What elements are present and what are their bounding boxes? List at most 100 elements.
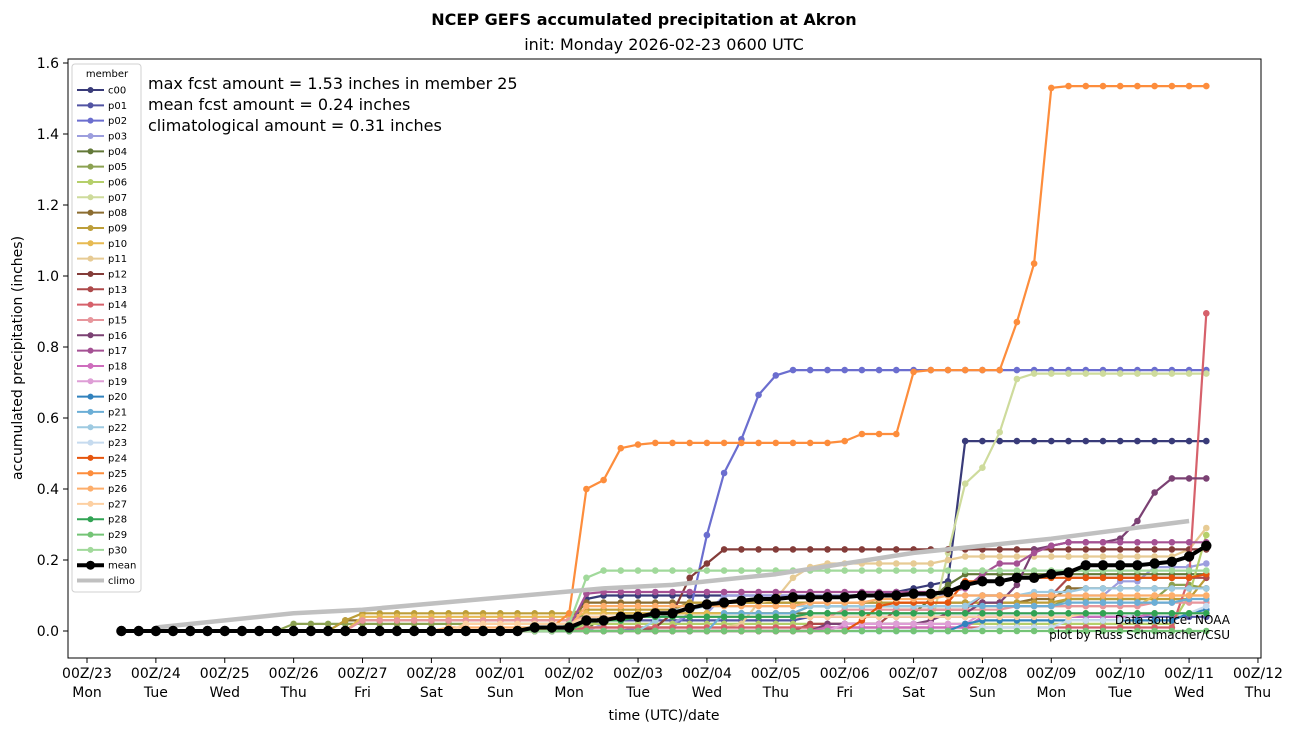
data-point-p12 — [1082, 546, 1090, 553]
data-point-p17 — [1082, 539, 1090, 546]
legend-marker — [87, 408, 94, 415]
data-point-mean — [167, 625, 179, 637]
data-point-p29 — [824, 627, 831, 635]
data-point-p25 — [789, 439, 797, 447]
data-point-mean — [495, 625, 506, 637]
data-point-p17 — [1013, 560, 1021, 567]
legend-marker — [87, 87, 94, 93]
data-point-p21 — [979, 602, 986, 610]
data-point-p29 — [1065, 627, 1072, 635]
data-point-mean — [581, 615, 592, 626]
data-point-mean — [409, 625, 420, 637]
data-point-p21 — [996, 602, 1003, 610]
legend-marker — [87, 316, 94, 323]
data-point-p11 — [961, 553, 969, 560]
x-tick-label-time: 00Z/06 — [820, 666, 870, 682]
data-point-p25 — [1099, 82, 1107, 90]
legend-item-p24: p24 — [77, 453, 127, 464]
x-tick-label-day: Thu — [1244, 685, 1271, 701]
data-point-p25 — [996, 366, 1003, 374]
series-line-climo — [155, 518, 1190, 630]
data-point-p28 — [789, 613, 797, 621]
y-tick-label: 1.6 — [37, 56, 59, 72]
data-point-p12 — [703, 560, 711, 567]
data-point-p12 — [824, 546, 831, 553]
data-point-p14 — [1203, 310, 1210, 317]
data-point-p25 — [1168, 82, 1176, 90]
x-tick-label-day: Mon — [1037, 685, 1067, 701]
data-point-p26 — [1134, 592, 1141, 599]
data-point-p28 — [1013, 610, 1021, 617]
data-point-p25 — [600, 476, 607, 484]
series-mean — [116, 540, 1212, 637]
data-point-p28 — [738, 613, 745, 621]
x-tick-label-day: Tue — [625, 685, 650, 701]
x-tick-label-time: 00Z/25 — [200, 666, 250, 682]
data-point-p28 — [824, 610, 831, 617]
data-point-p26 — [789, 602, 797, 610]
data-point-c00 — [1134, 437, 1141, 445]
legend-item-climo: climo — [77, 576, 135, 587]
data-point-p27 — [514, 620, 521, 628]
data-point-p25 — [652, 439, 659, 447]
data-point-mean — [822, 592, 833, 603]
data-point-p29 — [1134, 627, 1141, 635]
data-point-p17 — [738, 588, 745, 596]
legend-item-p08: p08 — [77, 208, 127, 219]
data-point-p26 — [583, 602, 590, 610]
data-point-mean — [891, 590, 902, 601]
y-tick-label: 0.0 — [37, 624, 59, 640]
data-point-p26 — [1151, 592, 1158, 599]
data-point-p21 — [1151, 599, 1158, 606]
data-point-mean — [529, 622, 540, 633]
data-point-mean — [202, 625, 213, 637]
data-point-p07 — [1082, 370, 1090, 377]
data-point-p05 — [290, 620, 297, 628]
data-point-mean — [736, 595, 747, 606]
data-point-p25 — [979, 366, 986, 374]
data-point-p25 — [634, 441, 642, 448]
data-point-p24 — [1134, 574, 1141, 582]
data-point-p11 — [996, 553, 1003, 560]
credit-plot-author: plot by Russ Schumacher/CSU — [1049, 628, 1230, 642]
data-point-p20 — [961, 620, 969, 628]
data-point-p29 — [893, 627, 900, 635]
data-point-c00 — [1030, 437, 1038, 445]
data-point-mean — [322, 625, 334, 637]
x-tick-label-day: Tue — [1107, 685, 1132, 701]
data-point-mean — [340, 625, 351, 637]
legend-item-p20: p20 — [77, 392, 127, 403]
legend-label: p05 — [108, 162, 127, 173]
data-point-p26 — [634, 602, 642, 610]
data-point-p22 — [1082, 585, 1090, 592]
data-point-c00 — [1203, 437, 1210, 445]
x-tick-label-time: 00Z/27 — [338, 666, 388, 682]
legend-marker — [87, 132, 94, 139]
data-point-mean — [1046, 569, 1057, 580]
data-point-c00 — [1116, 437, 1124, 445]
x-tick-label-day: Sun — [487, 685, 514, 701]
data-point-p24 — [1185, 574, 1193, 582]
data-point-p02 — [893, 366, 900, 374]
data-point-p11 — [1203, 524, 1210, 532]
data-point-p30 — [755, 567, 762, 574]
data-point-p09 — [342, 617, 349, 624]
data-point-mean — [546, 622, 558, 633]
data-point-p20 — [1134, 617, 1141, 624]
data-point-p29 — [772, 627, 780, 635]
legend-item-p14: p14 — [77, 300, 127, 311]
legend-marker — [86, 560, 95, 570]
data-point-p24 — [1151, 574, 1158, 582]
legend-marker — [87, 531, 94, 538]
data-point-p15 — [445, 617, 452, 624]
legend-marker — [87, 470, 94, 477]
legend-marker — [87, 439, 94, 446]
data-point-p25 — [1013, 318, 1021, 326]
data-point-p29 — [1082, 627, 1090, 635]
data-point-p26 — [1030, 592, 1038, 599]
data-point-p29 — [669, 627, 676, 635]
data-point-p30 — [910, 567, 917, 574]
data-point-p29 — [961, 627, 969, 635]
x-tick-label-time: 00Z/05 — [751, 666, 801, 682]
data-point-p30 — [1151, 567, 1158, 574]
